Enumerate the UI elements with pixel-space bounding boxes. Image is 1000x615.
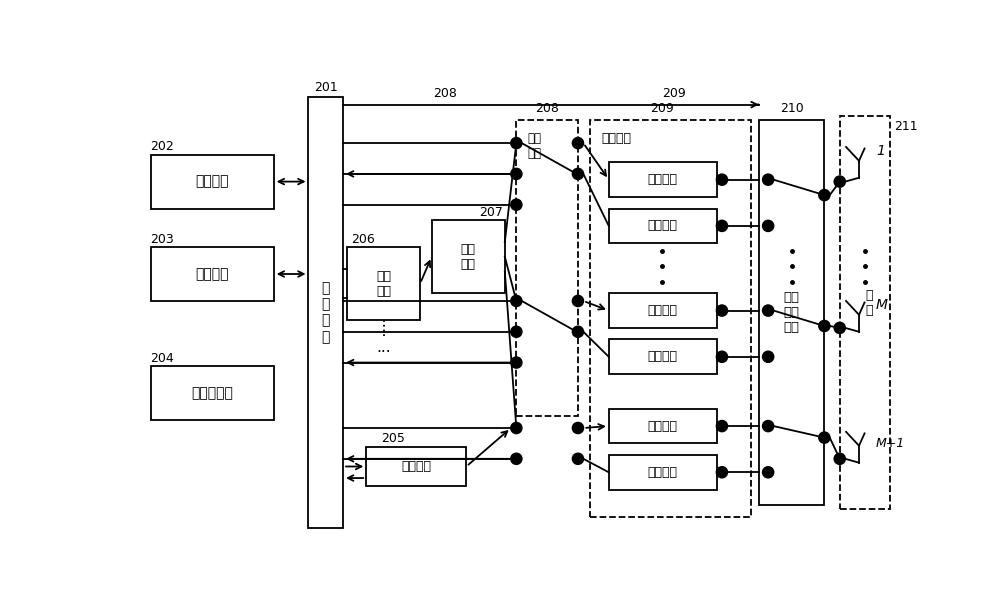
Text: 电源及时钟: 电源及时钟 — [191, 386, 233, 400]
FancyBboxPatch shape — [609, 409, 717, 443]
FancyBboxPatch shape — [432, 220, 505, 293]
FancyBboxPatch shape — [759, 120, 824, 505]
Circle shape — [717, 421, 727, 432]
Text: ...: ... — [376, 339, 391, 355]
FancyBboxPatch shape — [609, 208, 717, 243]
Text: M: M — [876, 298, 888, 312]
FancyBboxPatch shape — [347, 247, 420, 320]
Circle shape — [511, 327, 522, 337]
Circle shape — [573, 453, 583, 464]
Circle shape — [573, 327, 583, 337]
Circle shape — [763, 421, 774, 432]
Text: 发射前端: 发射前端 — [648, 173, 678, 186]
Circle shape — [573, 138, 583, 148]
Circle shape — [511, 169, 522, 180]
Circle shape — [573, 296, 583, 306]
Text: 208: 208 — [535, 102, 559, 115]
Text: 1: 1 — [876, 144, 885, 158]
Text: 202: 202 — [151, 140, 174, 154]
Text: 207: 207 — [479, 206, 503, 219]
Circle shape — [763, 221, 774, 231]
FancyBboxPatch shape — [609, 293, 717, 328]
Circle shape — [511, 296, 522, 306]
Circle shape — [573, 423, 583, 434]
Text: 接收前端: 接收前端 — [648, 220, 678, 232]
Text: 209: 209 — [650, 102, 674, 115]
Circle shape — [834, 453, 845, 464]
Circle shape — [717, 305, 727, 316]
Text: 射频接口: 射频接口 — [601, 132, 631, 145]
FancyBboxPatch shape — [366, 447, 466, 486]
Text: 206: 206 — [351, 233, 375, 246]
Text: 210: 210 — [780, 102, 804, 115]
Circle shape — [717, 467, 727, 478]
Text: 208: 208 — [433, 87, 457, 100]
Text: M+1: M+1 — [876, 437, 905, 450]
FancyBboxPatch shape — [609, 339, 717, 374]
FancyBboxPatch shape — [151, 154, 274, 208]
Text: 201: 201 — [314, 81, 338, 94]
Circle shape — [834, 322, 845, 333]
Circle shape — [511, 138, 522, 148]
Circle shape — [819, 189, 830, 200]
Circle shape — [763, 467, 774, 478]
Text: 203: 203 — [151, 233, 174, 246]
Circle shape — [511, 423, 522, 434]
Circle shape — [819, 320, 830, 331]
Circle shape — [717, 351, 727, 362]
FancyBboxPatch shape — [308, 97, 343, 528]
FancyBboxPatch shape — [609, 455, 717, 490]
Circle shape — [763, 351, 774, 362]
Text: 205: 205 — [382, 432, 405, 445]
Text: 应用接口: 应用接口 — [195, 267, 229, 281]
Circle shape — [819, 432, 830, 443]
Text: 接收前端: 接收前端 — [648, 466, 678, 478]
Text: 导频生成: 导频生成 — [401, 460, 431, 473]
Text: 发射前端: 发射前端 — [648, 304, 678, 317]
Text: 天
线: 天 线 — [865, 289, 872, 317]
Text: 209: 209 — [662, 87, 686, 100]
Text: 基带
选择: 基带 选择 — [528, 132, 542, 159]
Circle shape — [834, 177, 845, 187]
Text: 主
控
模
块: 主 控 模 块 — [322, 281, 330, 344]
Text: 天线
收发
选择: 天线 收发 选择 — [784, 291, 800, 334]
Text: 204: 204 — [151, 352, 174, 365]
FancyBboxPatch shape — [151, 367, 274, 420]
Circle shape — [717, 221, 727, 231]
Circle shape — [717, 174, 727, 185]
Text: 存储单元: 存储单元 — [195, 175, 229, 189]
Circle shape — [511, 199, 522, 210]
Text: 211: 211 — [894, 120, 917, 133]
Circle shape — [763, 174, 774, 185]
FancyBboxPatch shape — [609, 162, 717, 197]
Text: 信道
估计: 信道 估计 — [376, 269, 391, 298]
FancyBboxPatch shape — [151, 247, 274, 301]
Circle shape — [511, 453, 522, 464]
Circle shape — [511, 357, 522, 368]
Circle shape — [573, 169, 583, 180]
Text: 波束
成形: 波束 成形 — [461, 243, 476, 271]
Text: 发射前端: 发射前端 — [648, 419, 678, 432]
Text: 接收前端: 接收前端 — [648, 351, 678, 363]
Circle shape — [763, 305, 774, 316]
